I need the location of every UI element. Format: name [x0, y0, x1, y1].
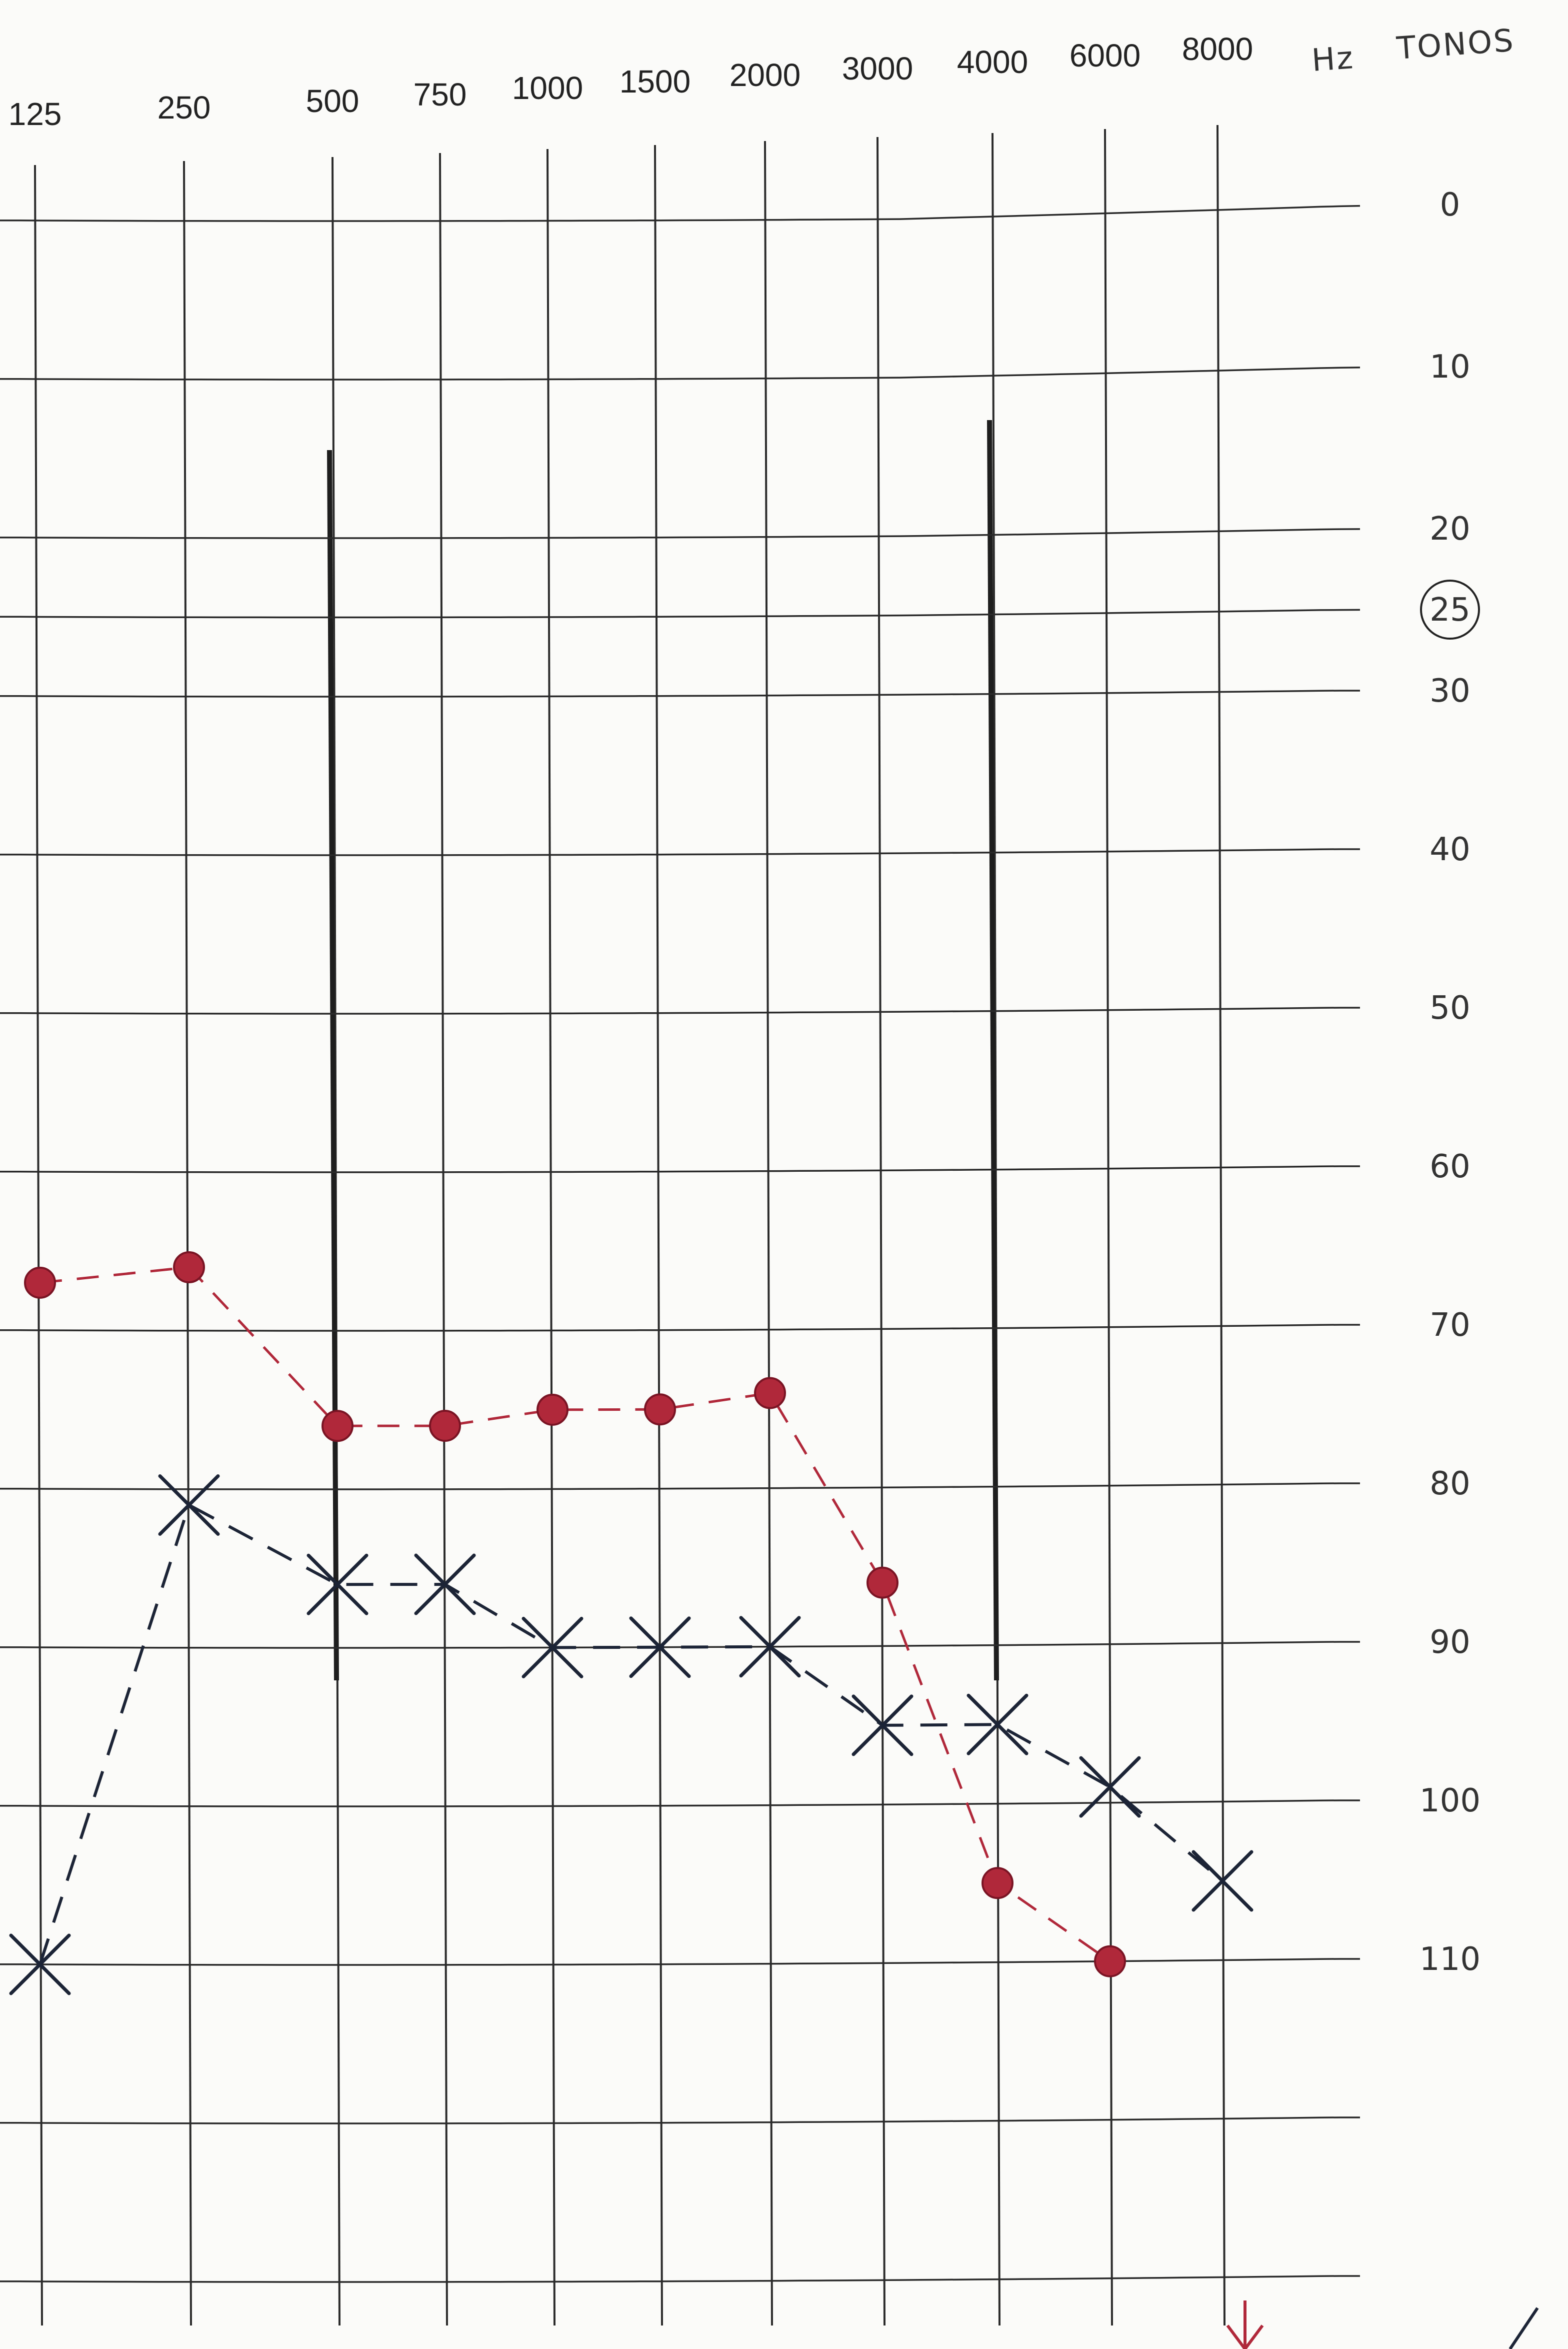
- grid-line-2000: [764, 141, 773, 2326]
- check-mark-icon: [1508, 2307, 1539, 2349]
- grid-line-30db: [0, 690, 1360, 698]
- reference-line-500: [327, 450, 339, 1681]
- freq-label-2000: 2000: [730, 57, 800, 93]
- freq-label-1500: 1500: [620, 64, 690, 100]
- frequency-axis-labels: 125 250 500 750 1000 1500 2000 3000 4000 6000 8000: [8, 31, 1254, 132]
- grid-line-250: [183, 161, 192, 2326]
- db-label-80: 80: [1430, 1465, 1470, 1502]
- db-label-30: 30: [1430, 673, 1470, 710]
- freq-label-8000: 8000: [1182, 31, 1253, 67]
- down-arrow-icon: [1226, 2300, 1264, 2349]
- data-point-dot-6: [644, 1393, 676, 1426]
- grid-line-25db: [0, 609, 1360, 619]
- grid-line-3000: [876, 137, 886, 2326]
- data-point-x-6: [629, 1616, 691, 1678]
- data-point-dot-7: [754, 1377, 786, 1409]
- grid-line-50db: [0, 1007, 1360, 1015]
- freq-label-750: 750: [414, 77, 467, 113]
- grid-line-90db: [0, 1641, 1360, 1649]
- data-point-x-7: [739, 1616, 801, 1678]
- db-label-100: 100: [1420, 1782, 1480, 1819]
- grid-line-120db: [0, 2116, 1360, 2124]
- grid-line-1000: [546, 149, 556, 2326]
- data-point-x-8: [852, 1694, 914, 1756]
- db-label-90: 90: [1430, 1624, 1470, 1661]
- series-line-2: [38, 1503, 1224, 1965]
- frequency-grid-lines: [34, 125, 1226, 2326]
- data-point-x-5: [522, 1616, 584, 1678]
- grid-line-1500: [654, 145, 663, 2326]
- grid-line-8000: [1216, 125, 1226, 2326]
- data-point-dot-5: [536, 1393, 568, 1426]
- hearing-level-axis-labels: 0 10 20 25 30 40 50 60 70 80 90 100 110: [1420, 187, 1480, 1978]
- data-point-x-11: [1192, 1850, 1254, 1912]
- grid-line-130db: [0, 2275, 1360, 2283]
- freq-label-250: 250: [158, 90, 211, 126]
- grid-line-100db: [0, 1799, 1360, 1807]
- db-label-25: 25: [1430, 592, 1470, 629]
- grid-line-110db: [0, 1958, 1360, 1966]
- freq-label-4000: 4000: [957, 44, 1028, 80]
- series-layer: [9, 1251, 1254, 1995]
- level-grid-lines: [0, 205, 1360, 2283]
- grid-line-70db: [0, 1324, 1360, 1332]
- grid-line-60db: [0, 1165, 1360, 1173]
- grid-line-80db: [0, 1482, 1360, 1490]
- data-point-x-4: [414, 1553, 476, 1615]
- chart-title-label: TONOS: [1395, 22, 1516, 67]
- data-point-dot-10: [1094, 1945, 1126, 1977]
- grid-line-20db: [0, 528, 1360, 539]
- data-point-dot-4: [429, 1410, 461, 1442]
- freq-label-125: 125: [8, 96, 62, 132]
- db-label-60: 60: [1430, 1148, 1470, 1185]
- freq-label-500: 500: [306, 83, 360, 119]
- grid-line-10db: [0, 366, 1360, 381]
- data-point-dot-1: [24, 1266, 56, 1299]
- grid-line-40db: [0, 848, 1360, 856]
- db-label-10: 10: [1430, 349, 1470, 386]
- db-label-70: 70: [1430, 1307, 1470, 1344]
- data-point-x-1: [9, 1933, 71, 1995]
- data-point-x-3: [306, 1553, 368, 1615]
- grid-line-6000: [1104, 129, 1113, 2326]
- db-label-50: 50: [1430, 990, 1470, 1027]
- grid-line-125: [34, 165, 43, 2326]
- frequency-unit-label: Hz: [1310, 39, 1356, 79]
- grid-line-750: [439, 153, 448, 2326]
- freq-label-3000: 3000: [842, 51, 913, 87]
- data-point-dot-9: [982, 1867, 1014, 1899]
- data-point-dot-8: [866, 1566, 898, 1599]
- series-line-1: [40, 1266, 1111, 1962]
- freq-label-6000: 6000: [1070, 38, 1140, 74]
- db-label-40: 40: [1430, 831, 1470, 868]
- db-label-20: 20: [1430, 511, 1470, 548]
- data-point-x-9: [966, 1693, 1028, 1755]
- data-point-x-2: [158, 1474, 220, 1536]
- data-point-dot-3: [322, 1410, 354, 1442]
- data-point-x-10: [1079, 1756, 1141, 1818]
- circled-threshold-marker: [1420, 580, 1480, 640]
- data-point-dot-2: [173, 1251, 205, 1283]
- grid-line-0db: [0, 205, 1360, 222]
- freq-label-1000: 1000: [512, 70, 583, 106]
- reference-line-4000: [987, 420, 999, 1681]
- db-label-110: 110: [1420, 1941, 1480, 1978]
- db-label-0: 0: [1440, 187, 1460, 224]
